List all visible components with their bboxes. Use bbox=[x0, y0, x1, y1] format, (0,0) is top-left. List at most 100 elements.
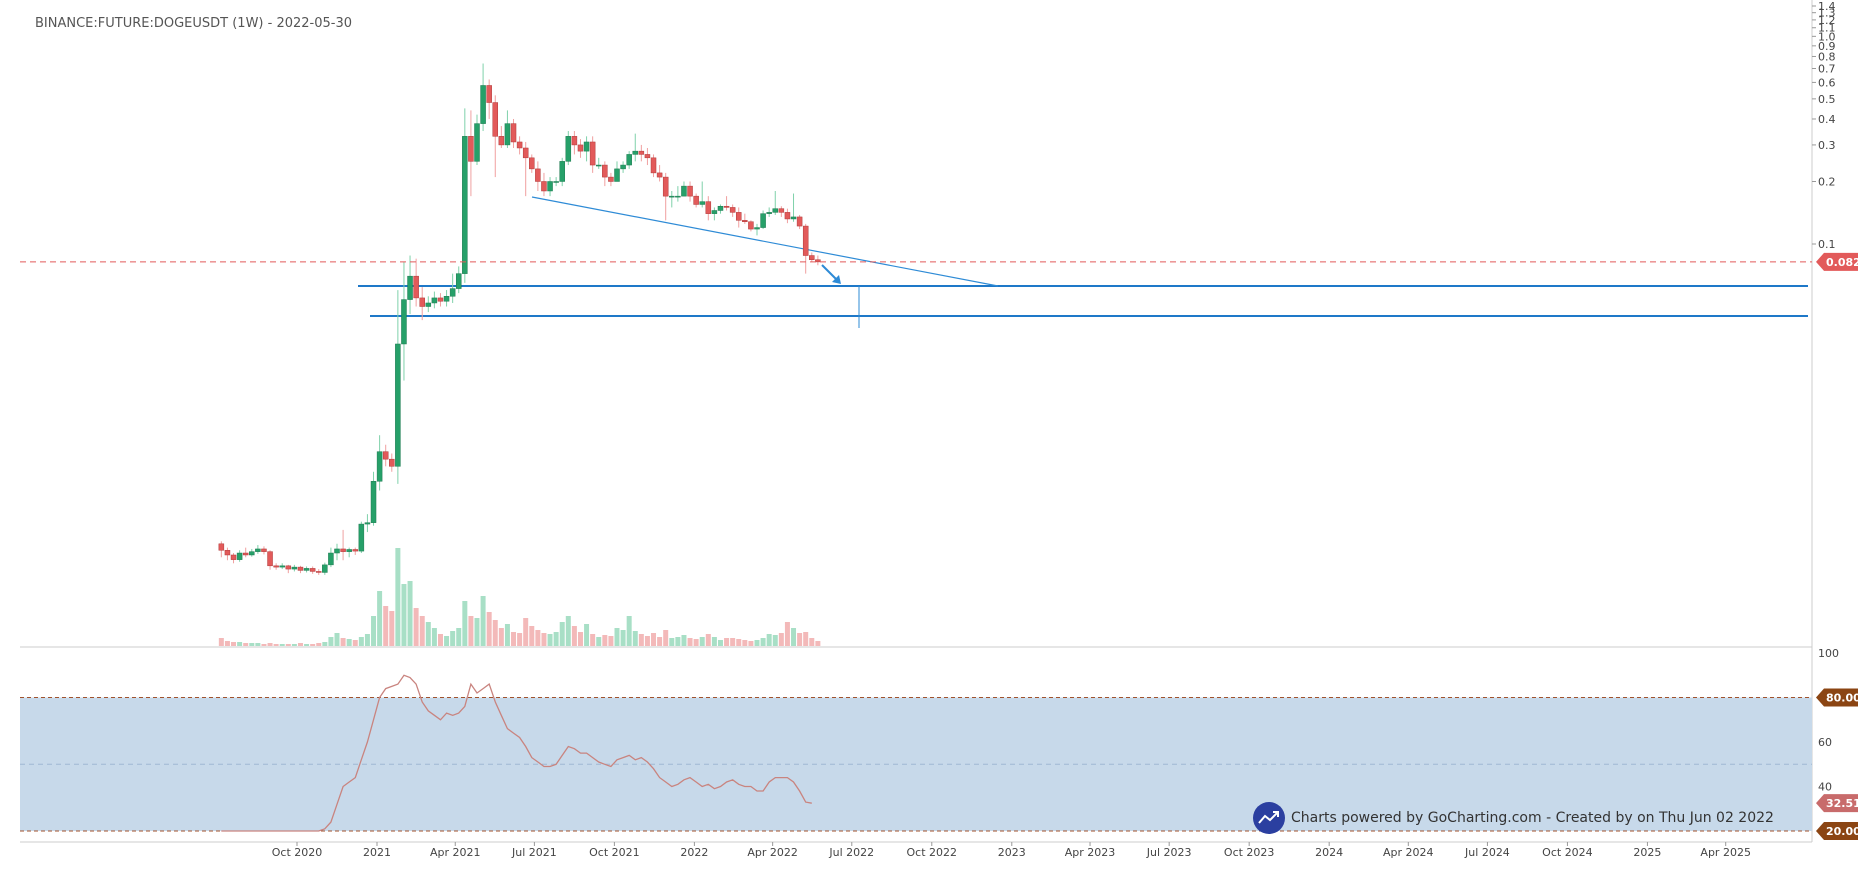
volume-bar bbox=[632, 631, 638, 646]
volume-bar bbox=[450, 631, 456, 646]
credit-text: Charts powered by GoCharting.com - Creat… bbox=[1291, 810, 1774, 826]
time-tick-label: Apr 2024 bbox=[1383, 846, 1434, 859]
candle-body bbox=[699, 201, 705, 205]
rsi-last-value-label: 32.51 bbox=[1826, 797, 1861, 810]
price-tick-label: 0.7 bbox=[1818, 63, 1836, 76]
time-tick-label: 2022 bbox=[680, 846, 708, 859]
volume-bar bbox=[231, 642, 237, 646]
volume-bar bbox=[401, 584, 407, 646]
time-tick-label: 2023 bbox=[998, 846, 1026, 859]
candle-body bbox=[255, 548, 261, 552]
candle-body bbox=[656, 172, 663, 178]
candle-body bbox=[529, 157, 535, 170]
volume-bar bbox=[273, 644, 279, 646]
volume-bar bbox=[334, 633, 340, 646]
volume-bar bbox=[486, 612, 492, 646]
price-tick-label: 1.2 bbox=[1818, 14, 1836, 27]
candle-body bbox=[662, 176, 669, 197]
volume-bar bbox=[511, 632, 517, 646]
candle-body bbox=[443, 296, 450, 302]
candle-body bbox=[589, 141, 596, 166]
candle-body bbox=[559, 161, 565, 182]
volume-bar bbox=[602, 635, 608, 646]
candle-body bbox=[571, 136, 578, 146]
volume-bar bbox=[784, 622, 790, 646]
candle-body bbox=[772, 208, 779, 213]
volume-bar bbox=[413, 608, 419, 646]
time-tick-label: Oct 2021 bbox=[589, 846, 640, 859]
candle-body bbox=[522, 147, 529, 159]
volume-bar bbox=[571, 626, 577, 646]
candle-body bbox=[273, 565, 279, 568]
time-tick-label: Apr 2023 bbox=[1065, 846, 1116, 859]
volume-bar bbox=[675, 637, 681, 646]
volume-bar bbox=[322, 642, 328, 646]
volume-bar bbox=[620, 630, 626, 646]
volume-bar bbox=[638, 634, 644, 646]
candle-body bbox=[291, 566, 298, 570]
candle-body bbox=[626, 154, 632, 166]
volume-bar bbox=[736, 639, 742, 646]
volume-bar bbox=[498, 628, 504, 646]
candle-body bbox=[249, 551, 255, 556]
time-tick-label: Apr 2021 bbox=[430, 846, 481, 859]
gocharting-credit[interactable]: Charts powered by GoCharting.com - Creat… bbox=[1253, 800, 1774, 836]
volume-bar bbox=[797, 633, 803, 646]
candle-body bbox=[675, 195, 681, 198]
time-tick-label: Jul 2024 bbox=[1464, 846, 1510, 859]
volume-bar bbox=[681, 635, 687, 646]
volume-bar bbox=[255, 643, 261, 646]
volume-bar bbox=[237, 642, 243, 646]
price-tick-label: 1.0 bbox=[1818, 30, 1836, 43]
volume-bar bbox=[358, 637, 364, 646]
candle-body bbox=[401, 299, 407, 345]
volume-bar bbox=[517, 633, 523, 646]
candle-body bbox=[419, 297, 425, 307]
candle-body bbox=[230, 554, 237, 560]
candle-body bbox=[742, 220, 748, 222]
volume-bar bbox=[316, 643, 322, 646]
candle-body bbox=[279, 565, 285, 568]
volume-bar bbox=[809, 638, 815, 646]
volume-bar bbox=[462, 601, 468, 646]
volume-bar bbox=[687, 638, 693, 646]
candle-body bbox=[285, 565, 292, 570]
rsi-oversold-tag bbox=[1816, 822, 1858, 840]
volume-bar bbox=[504, 624, 510, 646]
candle-body bbox=[370, 481, 377, 523]
time-tick-label: Apr 2022 bbox=[747, 846, 798, 859]
volume-bar bbox=[778, 633, 784, 646]
volume-bar bbox=[364, 634, 370, 646]
candle-body bbox=[541, 181, 547, 192]
volume-bar bbox=[480, 596, 486, 646]
price-tick-label: 0.3 bbox=[1818, 139, 1836, 152]
volume-bar bbox=[297, 643, 303, 646]
candle-body bbox=[583, 141, 590, 152]
candle-body bbox=[754, 227, 760, 230]
candle-body bbox=[681, 185, 687, 197]
volume-bar bbox=[772, 635, 778, 646]
price-tick-label: 1.3 bbox=[1818, 7, 1836, 20]
volume-bar bbox=[657, 637, 663, 646]
candle-body bbox=[242, 552, 249, 556]
candle-body bbox=[389, 458, 395, 467]
candle-body bbox=[766, 212, 772, 214]
candle-body bbox=[224, 550, 231, 556]
rsi-overbought-tag bbox=[1816, 688, 1858, 707]
volume-bar bbox=[267, 643, 273, 646]
candle-body bbox=[315, 571, 322, 573]
volume-bar bbox=[547, 634, 553, 646]
price-tick-label: 0.5 bbox=[1818, 93, 1836, 106]
volume-bar bbox=[699, 637, 705, 646]
volume-bar bbox=[383, 606, 389, 646]
candle-body bbox=[261, 548, 267, 552]
price-tick-label: 1.4 bbox=[1818, 0, 1836, 13]
candle-body bbox=[267, 551, 273, 567]
time-tick-label: 2024 bbox=[1315, 846, 1343, 859]
candle-body bbox=[328, 552, 334, 566]
volume-bar bbox=[407, 581, 413, 646]
volume-bar bbox=[669, 638, 675, 646]
candle-body bbox=[535, 168, 541, 182]
time-tick-label: 2021 bbox=[363, 846, 391, 859]
